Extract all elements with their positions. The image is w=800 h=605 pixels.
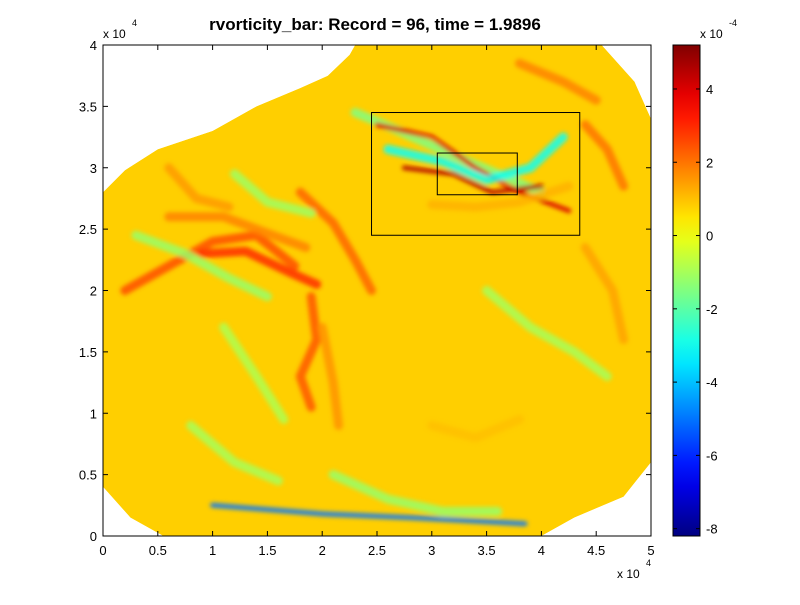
filament (210, 502, 528, 527)
colorbar-tick-label: 2 (706, 155, 713, 170)
colorbar-tick-label: 0 (706, 229, 713, 244)
filament (317, 322, 344, 430)
filament (383, 132, 568, 185)
filament (401, 165, 544, 195)
colorbar (672, 44, 701, 537)
filament (120, 230, 300, 295)
x-axis-multiplier: x 10 (617, 567, 640, 581)
filament (328, 470, 503, 516)
y-tick-label: 2.5 (79, 222, 97, 237)
x-tick-label: 3 (428, 543, 435, 558)
y-tick-label: 4 (90, 38, 97, 53)
filament (482, 286, 612, 381)
colorbar-tick-label: 4 (706, 82, 713, 97)
y-tick-label: 3.5 (79, 99, 97, 114)
filament (230, 169, 316, 218)
colorbar-tick-label: -8 (706, 522, 718, 537)
filament (427, 181, 574, 212)
chart-title: rvorticity_bar: Record = 96, time = 1.98… (209, 15, 541, 34)
x-tick-label: 0 (99, 543, 106, 558)
filament (131, 230, 272, 302)
filament (580, 243, 629, 345)
x-tick-label: 2 (319, 543, 326, 558)
outer-domain-box (371, 112, 581, 236)
filament (295, 292, 322, 412)
colorbar-tick-label: -6 (706, 448, 718, 463)
inner-domain-box (436, 152, 518, 196)
y-tick-label: 0 (90, 529, 97, 544)
filament (186, 421, 283, 486)
y-axis-exponent: 4 (132, 18, 137, 28)
y-axis-multiplier: x 10 (103, 27, 126, 41)
filament (580, 120, 629, 191)
y-tick-label: 1.5 (79, 345, 97, 360)
x-tick-label: 1.5 (258, 543, 276, 558)
x-axis-exponent: 4 (646, 558, 651, 568)
colorbar-multiplier: x 10 (700, 27, 723, 41)
vorticity-field (103, 45, 651, 536)
filament (427, 414, 524, 443)
x-tick-label: 4.5 (587, 543, 605, 558)
y-tick-label: 2 (90, 284, 97, 299)
filament (197, 246, 322, 289)
y-tick-label: 1 (90, 406, 97, 421)
filament (515, 58, 601, 105)
y-tick-label: 3 (90, 161, 97, 176)
x-tick-label: 2.5 (368, 543, 386, 558)
y-tick-label: 0.5 (79, 468, 97, 483)
x-tick-label: 0.5 (149, 543, 167, 558)
x-tick-label: 5 (647, 543, 654, 558)
x-tick-label: 4 (538, 543, 545, 558)
colorbar-exponent: -4 (729, 18, 737, 28)
x-tick-label: 3.5 (478, 543, 496, 558)
filament (164, 163, 234, 212)
colorbar-tick-label: -2 (706, 302, 718, 317)
filament (219, 322, 289, 424)
x-tick-label: 1 (209, 543, 216, 558)
filament (295, 187, 376, 295)
colorbar-tick-label: -4 (706, 375, 718, 390)
filament (164, 212, 311, 252)
